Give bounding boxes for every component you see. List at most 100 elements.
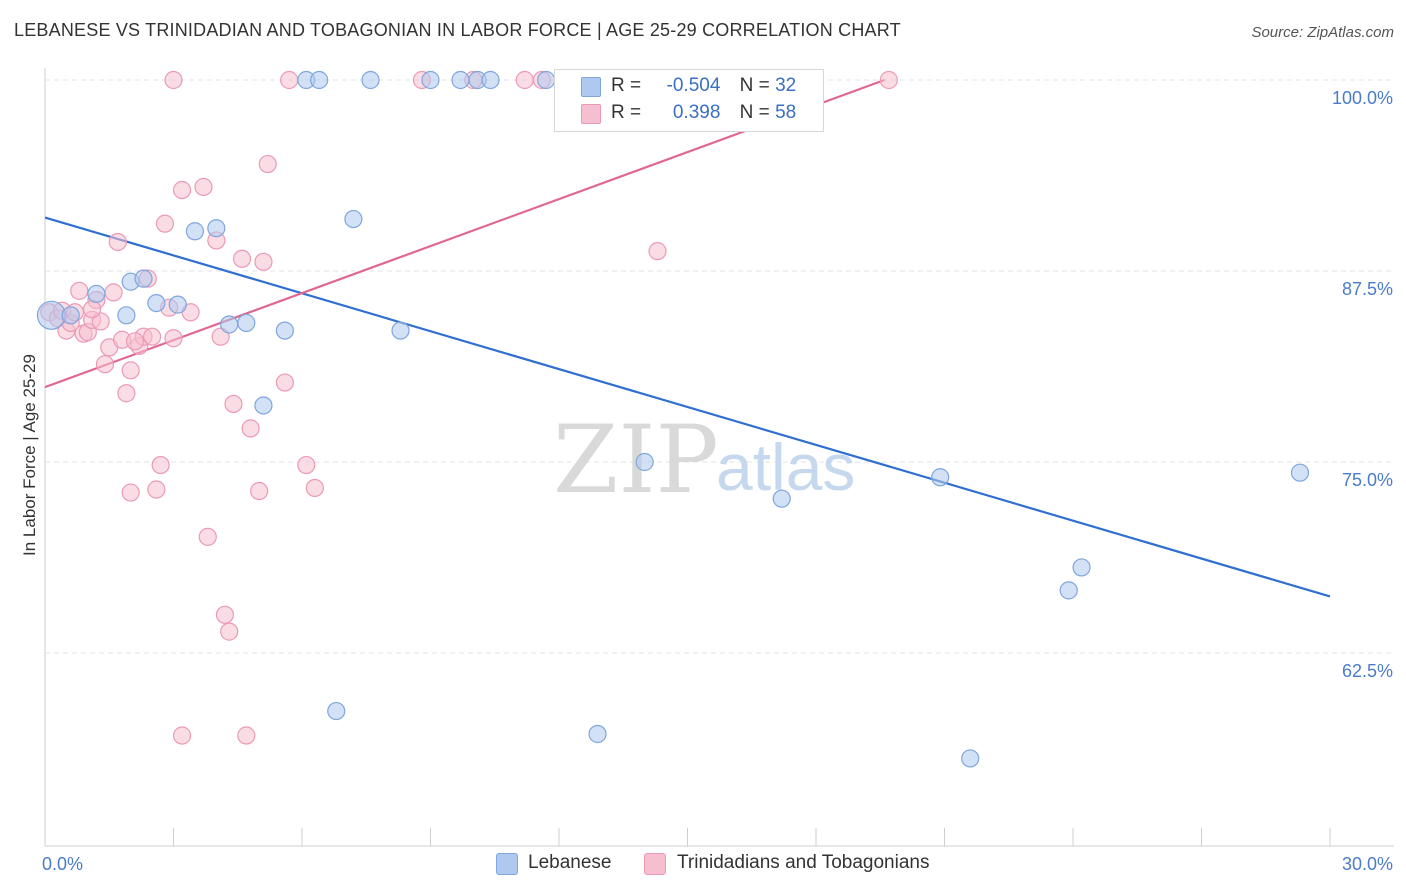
bottom-legend-trinidadian: Trinidadians and Tobagonians [677,852,930,873]
point-lebanese [36,300,67,330]
point-trinidadian [70,281,89,300]
point-lebanese [185,222,205,241]
bottom-legend-lebanese: Lebanese [528,852,612,873]
legend-row-lebanese: R = -0.504 N = 32 [611,75,796,99]
point-trinidadian [125,332,145,351]
point-lebanese [421,70,440,90]
point-trinidadian [172,180,192,200]
legend-r-value-trinidadian: 0.398 [672,102,721,123]
x-tick-label-min: 0.0% [42,854,83,874]
point-trinidadian [297,455,316,475]
point-lebanese [87,284,106,304]
point-trinidadian [164,329,183,348]
point-trinidadian [254,252,273,271]
y-tick-label-1: 75.0% [1342,470,1393,490]
point-trinidadian [121,361,140,380]
trend-line-lebanese [44,216,1331,598]
legend-n-label: N = [739,75,770,96]
point-lebanese [361,70,380,90]
point-lebanese [220,315,239,334]
point-trinidadian [121,483,140,502]
legend-r-label: R = [611,75,642,96]
y-tick-label-3: 100.0% [1332,88,1393,108]
point-trinidadian [237,726,256,745]
point-trinidadian [104,283,123,302]
point-lebanese [1290,463,1310,482]
point-lebanese [117,306,136,325]
point-lebanese [344,209,363,229]
point-trinidadian [515,70,534,90]
point-trinidadian [142,327,162,346]
point-trinidadian [305,478,324,498]
point-trinidadian [224,394,243,414]
legend-n-value-trinidadian: 58 [775,102,797,123]
legend-n-value-lebanese: 32 [775,75,797,96]
y-tick-labels: 62.5% 75.0% 87.5% 100.0% [1332,88,1393,681]
legend-n-label: N = [739,102,770,123]
point-lebanese [772,489,791,508]
legend-swatch-lebanese [581,77,601,97]
point-lebanese [61,306,80,325]
watermark: ZIP atlas [553,406,855,515]
point-lebanese [134,269,153,288]
point-trinidadian [879,70,898,90]
legend-row-trinidadian: R = 0.398 N = 58 [611,102,796,126]
point-trinidadian [95,355,115,374]
x-tick-labels: 0.0% 30.0% [42,854,1393,874]
legend-swatch-trinidadian [581,104,601,124]
bottom-legend-swatch-lebanese [496,853,518,875]
point-lebanese [481,70,500,90]
source-label: Source: ZipAtlas.com [1251,24,1394,41]
point-lebanese [1072,558,1091,577]
point-lebanese [961,749,980,768]
point-lebanese [1059,581,1078,600]
point-trinidadian [194,177,213,197]
y-tick-label-0: 62.5% [1342,661,1393,681]
series-trinidadians [40,70,898,745]
x-ticks [44,828,1331,846]
point-trinidadian [172,726,192,745]
point-trinidadian [198,527,217,546]
chart-title: LEBANESE VS TRINIDADIAN AND TOBAGONIAN I… [14,20,901,40]
point-lebanese [254,396,273,415]
y-tick-label-2: 87.5% [1342,279,1393,299]
point-trinidadian [280,70,299,90]
point-trinidadian [232,249,252,268]
point-lebanese [237,313,256,333]
point-trinidadian [108,232,127,252]
point-lebanese [931,468,950,487]
point-lebanese [207,219,226,238]
point-lebanese [635,452,654,472]
point-trinidadian [147,480,166,499]
stats-legend: R = -0.504 N = 32 R = 0.398 N = 58 [554,69,824,132]
point-trinidadian [155,214,175,233]
point-trinidadian [151,455,170,475]
bottom-legend-swatch-trinidadian [644,853,666,875]
point-trinidadian [241,419,260,438]
point-trinidadian [220,622,239,641]
point-trinidadian [250,481,269,501]
axes [44,68,1394,847]
point-trinidadian [648,242,667,261]
point-trinidadian [83,300,102,319]
gridlines [45,79,1394,654]
trend-lines [44,78,1331,598]
legend-r-value-lebanese: -0.504 [666,75,721,96]
point-lebanese [327,701,346,721]
point-lebanese [310,70,329,90]
point-lebanese [275,321,294,340]
point-trinidadian [117,384,136,403]
point-lebanese [391,321,410,340]
point-lebanese [147,293,166,313]
point-lebanese [537,70,556,90]
point-trinidadian [164,70,183,90]
point-trinidadian [258,154,277,174]
point-trinidadian [215,605,234,624]
point-lebanese [451,70,470,90]
point-lebanese [588,724,607,744]
point-lebanese [168,295,187,314]
x-tick-label-max: 30.0% [1342,854,1393,874]
point-trinidadian [275,373,294,392]
series-lebanese [36,70,1310,768]
